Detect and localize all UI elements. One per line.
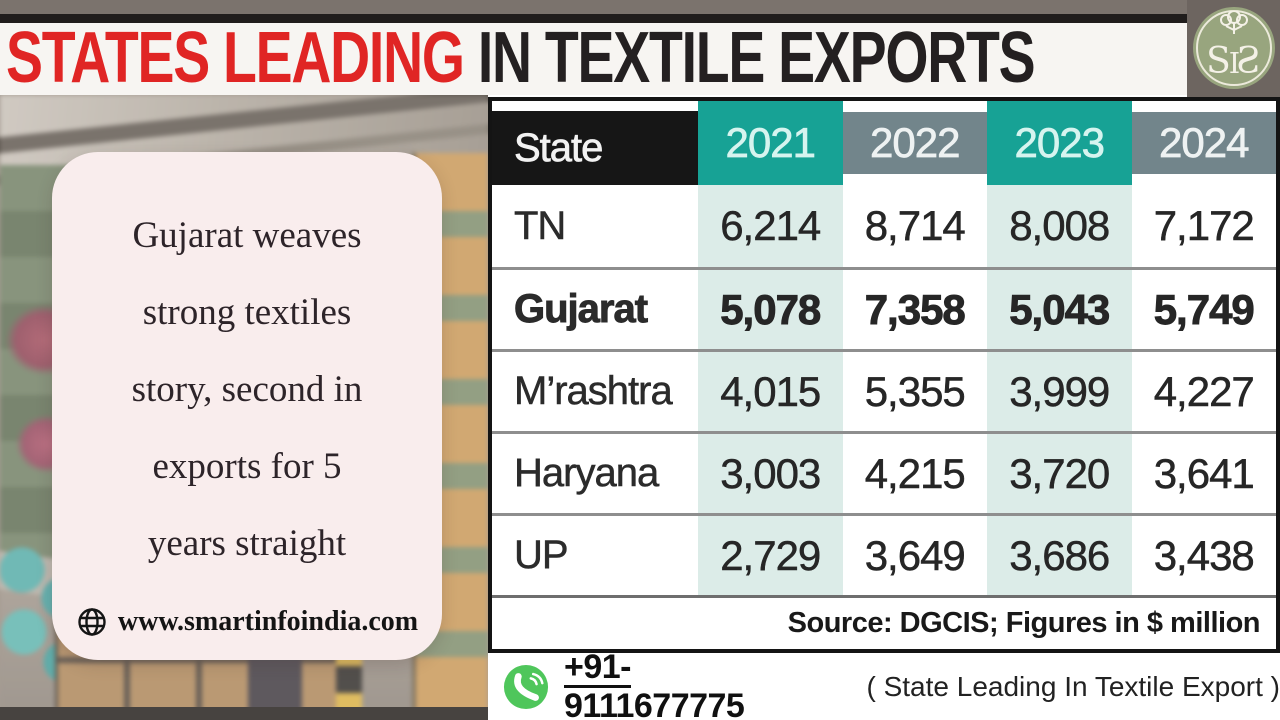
page-title-black: IN TEXTILE EXPORTS (463, 16, 1036, 98)
header-state: State (492, 111, 698, 185)
value-cell: 4,015 (698, 352, 843, 431)
top-strip (0, 0, 1280, 14)
header-year-2024: 2024 (1131, 112, 1276, 174)
logo-letter-i: I (1228, 46, 1241, 80)
table-row-gujarat: Gujarat 5,078 7,358 5,043 5,749 (492, 267, 1276, 349)
value-cell: 5,355 (864, 367, 966, 415)
value-cell: 4,215 (864, 449, 966, 497)
exports-table: State 2021 2022 2023 2024 TN 6,214 8,714… (488, 97, 1280, 653)
table-header-row: State 2021 2022 2023 2024 (492, 101, 1276, 185)
page-title: STATES LEADING IN TEXTILE EXPORTS (6, 15, 1036, 99)
headline-line: story, second in (131, 369, 363, 410)
logo-letter-s1: S (1206, 41, 1231, 82)
value-cell: 5,749 (1153, 285, 1255, 333)
value-cell: 8,714 (864, 202, 966, 250)
brand-logo: SIS (1187, 0, 1280, 97)
state-cell: UP (514, 533, 569, 578)
value-cell: 6,214 (698, 185, 843, 267)
table-row-mrashtra: M’rashtra 4,015 5,355 3,999 4,227 (492, 349, 1276, 431)
logo-monogram: SIS (1193, 41, 1275, 82)
headline-card: Gujarat weaves strong textiles story, se… (52, 152, 442, 660)
value-cell: 3,649 (864, 531, 966, 579)
headline-line: Gujarat weaves (132, 215, 362, 256)
value-cell: 3,720 (987, 434, 1132, 513)
value-cell: 2,729 (698, 516, 843, 595)
value-cell: 7,358 (864, 285, 966, 333)
header-year-2023: 2023 (987, 101, 1132, 185)
contact-bar: +91-9111677775 ( State Leading In Textil… (488, 648, 1280, 720)
website-row: www.smartinfoindia.com (52, 606, 442, 638)
banner: STATES LEADING IN TEXTILE EXPORTS (0, 16, 1187, 97)
logo-circle: SIS (1192, 7, 1275, 89)
value-cell: 4,227 (1153, 367, 1255, 415)
table-row-haryana: Haryana 3,003 4,215 3,720 3,641 (492, 431, 1276, 513)
value-cell: 3,641 (1153, 449, 1255, 497)
value-cell: 3,686 (987, 516, 1132, 595)
phone-number-link[interactable]: +91-9111677775 (564, 647, 745, 720)
website-url: www.smartinfoindia.com (117, 606, 419, 637)
headline-text: Gujarat weaves strong textiles story, se… (52, 152, 442, 582)
value-cell: 5,078 (698, 270, 843, 349)
value-cell: 8,008 (987, 185, 1132, 267)
page-title-red: STATES LEADING (6, 16, 465, 98)
value-cell: 7,172 (1153, 202, 1255, 250)
value-cell: 3,438 (1153, 531, 1255, 579)
banner-top-bar (0, 14, 1187, 23)
table-row-tn: TN 6,214 8,714 8,008 7,172 (492, 185, 1276, 267)
headline-line: exports for 5 (152, 446, 342, 487)
headline-line: strong textiles (142, 292, 352, 333)
value-cell: 3,003 (698, 434, 843, 513)
header-year-2022: 2022 (842, 112, 987, 174)
source-note: Source: DGCIS; Figures in $ million (492, 595, 1276, 649)
value-cell: 3,999 (987, 352, 1132, 431)
cotton-plant-icon (1219, 11, 1248, 34)
value-cell: 5,043 (987, 270, 1132, 349)
photo-bottom-edge (0, 707, 488, 720)
state-cell: M’rashtra (514, 369, 673, 414)
logo-letter-s2: S (1238, 41, 1261, 82)
whatsapp-phone-icon (503, 664, 549, 709)
state-cell: Haryana (514, 451, 660, 496)
globe-icon (78, 608, 106, 636)
contact-caption: ( State Leading In Textile Export ) (866, 670, 1280, 702)
state-cell: Gujarat (514, 287, 649, 332)
headline-line: years straight (147, 523, 347, 564)
table-row-up: UP 2,729 3,649 3,686 3,438 (492, 513, 1276, 595)
header-year-2021: 2021 (698, 101, 843, 185)
state-cell: TN (514, 203, 567, 248)
